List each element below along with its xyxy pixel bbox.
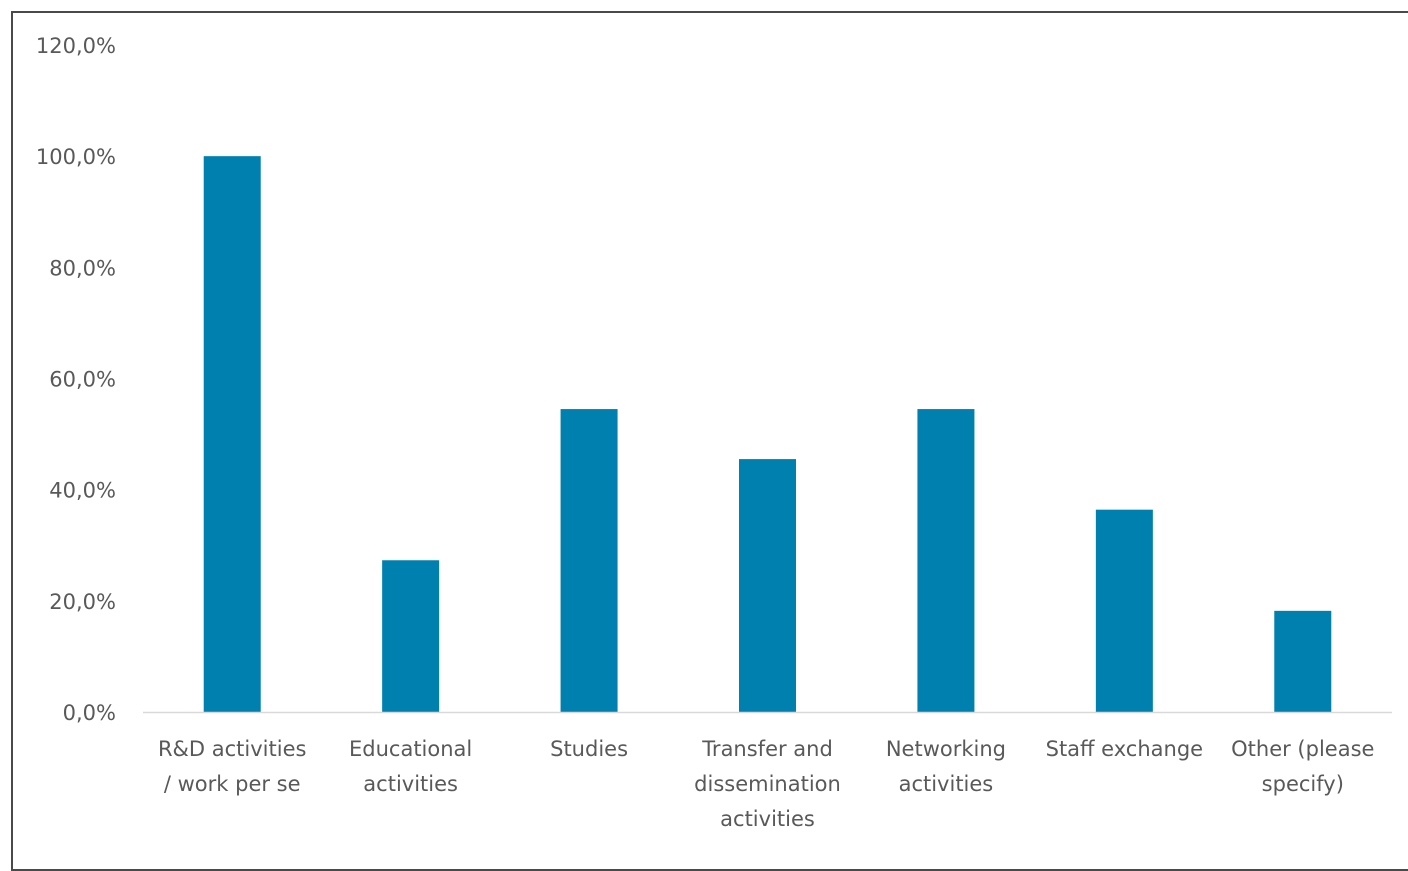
bar (1095, 509, 1153, 712)
y-tick-label: 100,0% (36, 145, 116, 169)
y-tick-label: 120,0% (36, 34, 116, 58)
x-category-label-line: activities (899, 772, 994, 796)
x-category-label-line: Studies (550, 737, 628, 761)
x-category-label: Studies (550, 737, 628, 761)
bar (917, 409, 975, 712)
x-category-label-line: R&D activities (158, 737, 307, 761)
x-category-label-line: activities (720, 807, 815, 831)
bar (203, 156, 261, 712)
bar-chart: 0,0% 20,0% 40,0% 60,0% 80,0% 100,0% 120,0% R&D… (36, 34, 1392, 831)
bar (1274, 610, 1332, 712)
bar (382, 560, 440, 712)
y-tick-label: 20,0% (49, 590, 116, 614)
x-category-label-line: activities (363, 772, 458, 796)
x-axis-labels: R&D activities / work per se Educational ac… (158, 737, 1374, 831)
y-tick-label: 60,0% (49, 368, 116, 392)
x-category-label: Educational activities (349, 737, 472, 796)
x-category-label: Other (please specify) (1231, 737, 1374, 796)
x-category-label: Transfer and dissemination activities (694, 737, 841, 831)
y-tick-label: 0,0% (63, 701, 116, 725)
y-tick-label: 40,0% (49, 479, 116, 503)
x-category-label: Staff exchange (1046, 737, 1203, 761)
x-category-label-line: Staff exchange (1046, 737, 1203, 761)
y-tick-label: 80,0% (49, 256, 116, 280)
x-category-label-line: specify) (1262, 772, 1344, 796)
x-category-label: R&D activities / work per se (158, 737, 307, 796)
y-axis-ticks: 0,0% 20,0% 40,0% 60,0% 80,0% 100,0% 120,0% (36, 34, 116, 725)
x-category-label-line: Networking (886, 737, 1006, 761)
bars (203, 156, 1332, 712)
x-category-label-line: / work per se (164, 772, 301, 796)
bar (560, 409, 618, 712)
x-category-label-line: Transfer and (701, 737, 833, 761)
bar (739, 459, 796, 712)
x-category-label-line: dissemination (694, 772, 841, 796)
x-category-label-line: Educational (349, 737, 472, 761)
x-category-label: Networking activities (886, 737, 1006, 796)
x-category-label-line: Other (please (1231, 737, 1374, 761)
